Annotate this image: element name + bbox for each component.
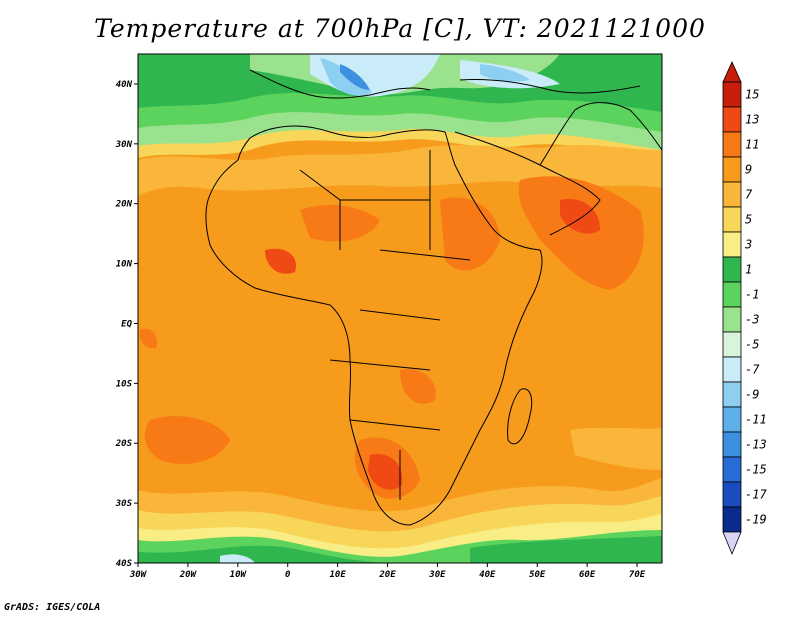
colorbar-swatch — [722, 256, 742, 283]
lon-tick-label: 20W — [179, 570, 198, 580]
colorbar-label: -17 — [745, 488, 767, 502]
lat-tick-label: 40S — [116, 559, 133, 569]
colorbar: 15 13 11 9 7 5 3 1 -1 -3 -5 -7 -9 -11 -13 -15 -17 -19 — [722, 61, 767, 556]
lon-tick-label: 0 — [285, 570, 291, 580]
lon-tick-label: 30E — [428, 570, 446, 580]
latitude-axis: 40N 30N 20N 10N EQ 10S 20S 30S 40S — [115, 80, 138, 569]
colorbar-label: 11 — [745, 138, 759, 152]
lon-tick-label: 10E — [329, 570, 346, 580]
colorbar-swatch — [722, 381, 742, 408]
lat-tick-label: 10S — [116, 379, 133, 389]
colorbar-label: 3 — [744, 238, 752, 252]
temperature-field — [138, 54, 662, 563]
colorbar-swatch — [722, 106, 742, 133]
longitude-axis: 30W 20W 10W 0 10E 20E 30E 40E 50E 60E 70E — [129, 563, 646, 580]
colorbar-swatch — [722, 431, 742, 458]
lon-tick-label: 70E — [629, 570, 646, 580]
colorbar-label: 9 — [745, 163, 752, 177]
colorbar-swatch — [722, 306, 742, 333]
colorbar-label: -3 — [745, 313, 759, 327]
colorbar-swatch — [722, 356, 742, 383]
colorbar-label: 7 — [745, 188, 753, 202]
colorbar-label: -7 — [745, 363, 760, 377]
colorbar-swatch — [722, 156, 742, 183]
colorbar-label: -11 — [745, 413, 767, 427]
lon-tick-label: 60E — [579, 570, 596, 580]
colorbar-label: 5 — [745, 213, 752, 227]
colorbar-swatch — [722, 81, 742, 108]
colorbar-label: 1 — [745, 263, 752, 277]
colorbar-swatch — [722, 206, 742, 233]
map-frame — [137, 53, 663, 564]
colorbar-swatch — [722, 331, 742, 358]
colorbar-label: -1 — [745, 288, 759, 302]
colorbar-top-arrow — [722, 61, 742, 83]
colorbar-swatch — [722, 281, 742, 308]
lat-tick-label: 20S — [115, 439, 133, 449]
lat-tick-label: 30N — [115, 140, 133, 150]
colorbar-swatch — [722, 406, 742, 433]
colorbar-label: -15 — [745, 463, 767, 477]
lon-tick-label: 20E — [378, 570, 396, 580]
colorbar-swatch — [722, 481, 742, 508]
colorbar-swatch — [722, 131, 742, 158]
colorbar-swatch — [722, 231, 742, 258]
colorbar-label: 15 — [745, 88, 759, 102]
lon-tick-label: 10W — [230, 570, 248, 580]
lat-tick-label: 20N — [115, 200, 133, 210]
lat-tick-label: 10N — [116, 260, 133, 270]
lat-tick-label: EQ — [121, 319, 132, 329]
lon-tick-label: 30W — [129, 570, 148, 580]
lat-tick-label: 40N — [116, 80, 133, 90]
colorbar-swatch — [722, 506, 742, 533]
colorbar-swatch — [722, 456, 742, 483]
lat-tick-label: 30S — [115, 499, 133, 509]
colorbar-label: -13 — [745, 438, 767, 452]
credit-label: GrADS: IGES/COLA — [4, 602, 101, 613]
coastline — [205, 69, 662, 526]
colorbar-label: 13 — [745, 113, 759, 127]
lon-tick-label: 50E — [529, 570, 546, 580]
colorbar-swatch — [722, 181, 742, 208]
colorbar-bottom-arrow — [722, 531, 742, 556]
colorbar-label: -9 — [745, 388, 759, 402]
colorbar-label: -5 — [745, 338, 759, 352]
chart-title: Temperature at 700hPa [C], VT: 202112100… — [94, 14, 706, 43]
colorbar-label: -19 — [745, 513, 767, 527]
lon-tick-label: 40E — [479, 570, 496, 580]
